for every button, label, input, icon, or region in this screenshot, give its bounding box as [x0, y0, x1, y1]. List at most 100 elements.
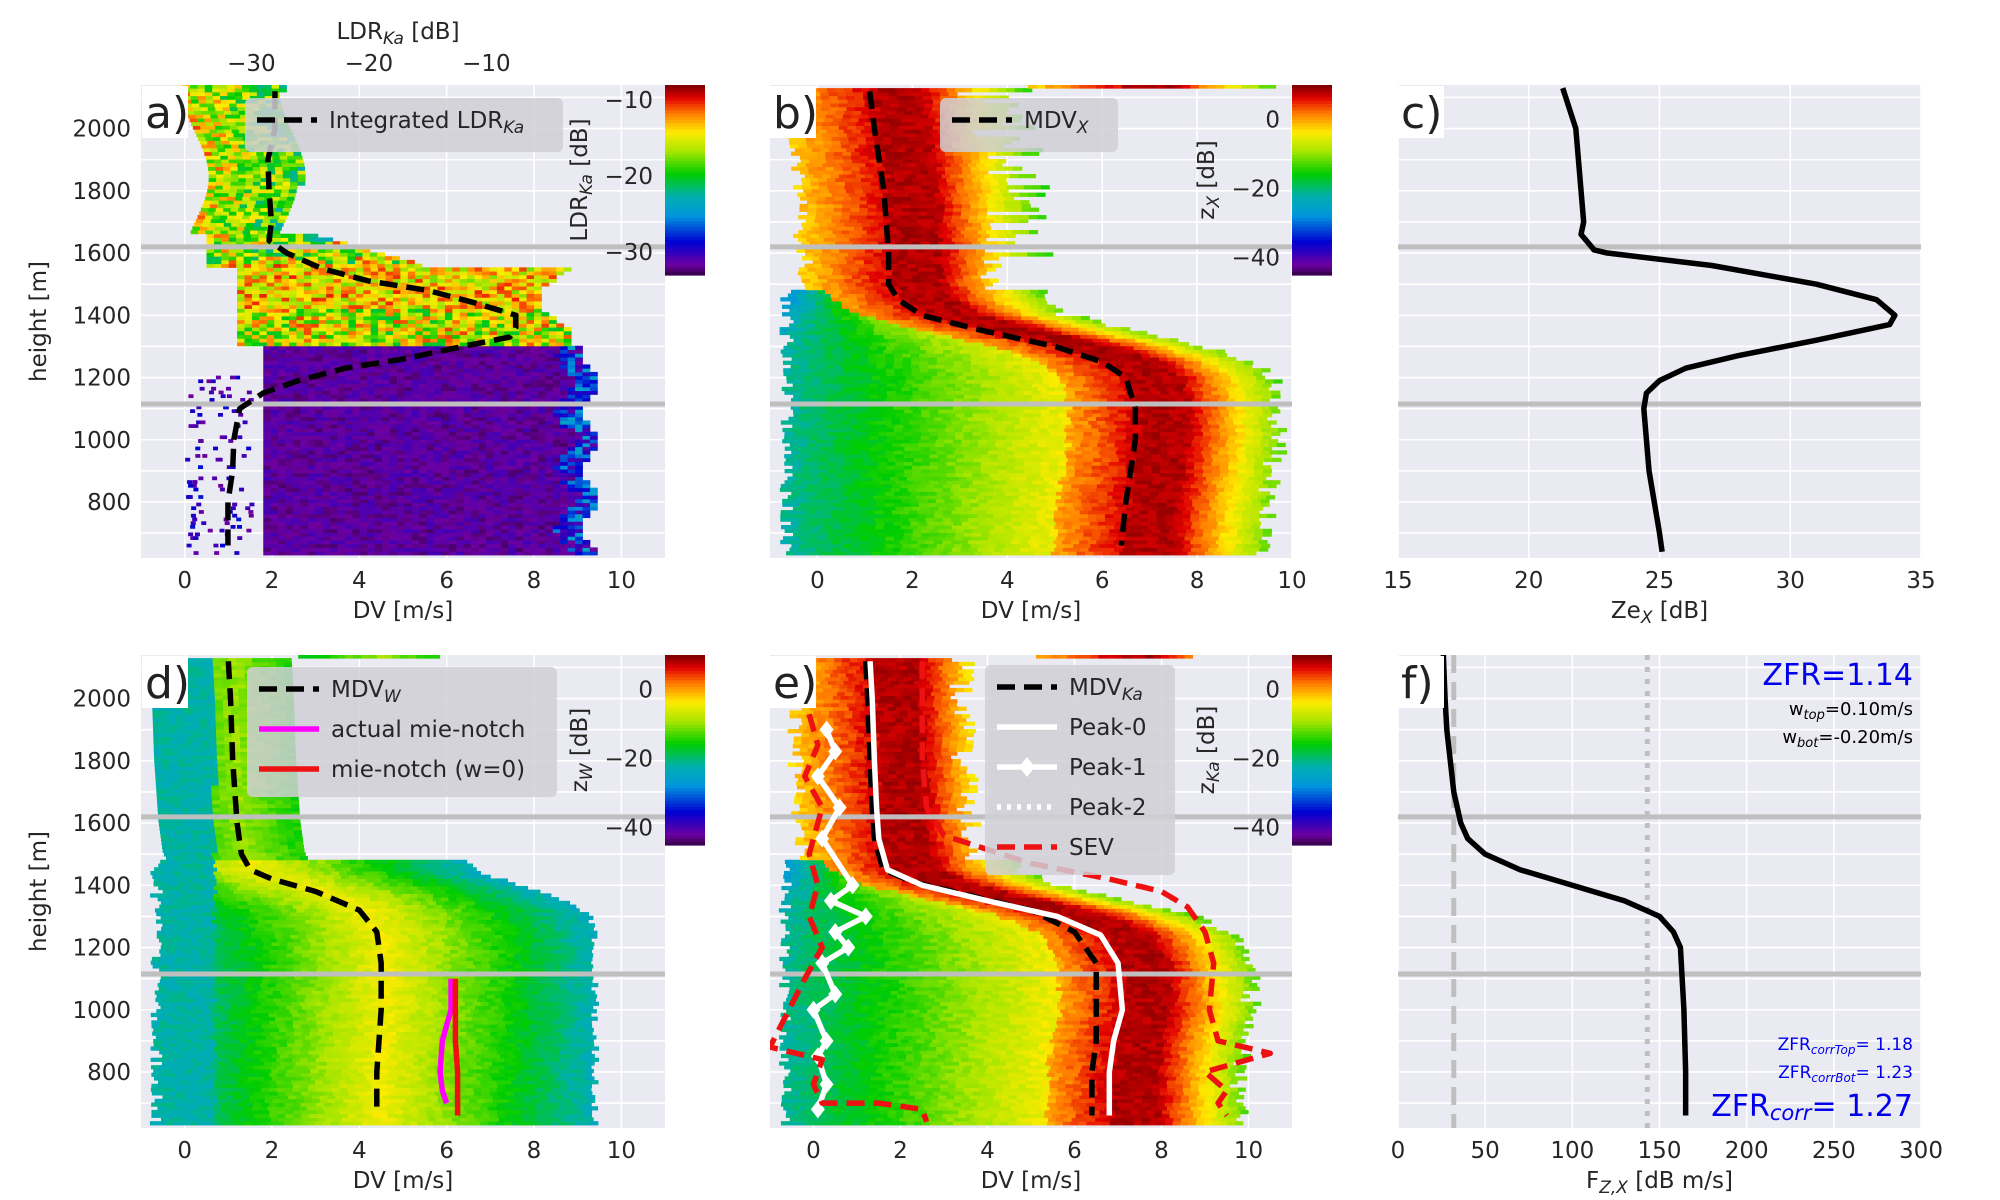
heat-cell: [806, 510, 816, 515]
heat-cell: [281, 319, 290, 324]
heat-cell: [213, 263, 222, 268]
heat-cell: [367, 345, 376, 351]
heat-cell: [419, 349, 428, 354]
heat-cell: [192, 125, 201, 130]
heat-cell: [504, 271, 513, 276]
heat-cell: [474, 308, 483, 313]
heat-cell: [482, 334, 490, 339]
heat-cell: [352, 379, 361, 384]
heat-cell: [303, 289, 312, 294]
heat-cell: [563, 327, 572, 332]
heat-cell: [1199, 510, 1209, 515]
heat-cell: [493, 480, 502, 485]
heat-cell: [1079, 513, 1089, 519]
heat-cell: [340, 312, 349, 317]
heat-cell: [526, 271, 535, 276]
heat-cell: [315, 431, 324, 436]
heat-cell: [530, 480, 539, 485]
heat-cell: [534, 312, 542, 317]
heat-cell: [285, 469, 294, 474]
heat-cell: [467, 338, 476, 343]
heat-cell: [281, 274, 290, 280]
heat-cell: [237, 319, 245, 324]
heat-cell: [217, 412, 223, 417]
panel-label-bg: [142, 86, 188, 138]
heat-cell: [478, 502, 487, 507]
heat-cell: [285, 483, 294, 489]
heat-cell: [508, 532, 517, 537]
heat-cell: [999, 551, 1009, 556]
heat-cell: [213, 99, 222, 104]
heat-cell: [552, 345, 561, 351]
heat-cell: [374, 394, 383, 399]
heat-cell: [552, 386, 561, 392]
heat-cell: [500, 435, 509, 440]
heat-cell: [300, 424, 309, 429]
heat-cell: [489, 297, 498, 302]
heat-cell: [459, 342, 468, 347]
heat-cell: [485, 375, 494, 380]
heat-cell: [500, 510, 509, 515]
heat-cell: [426, 386, 435, 392]
heat-cell: [310, 237, 319, 242]
heat-cell: [359, 521, 368, 526]
heat-cell: [374, 498, 383, 504]
heat-cell: [259, 319, 268, 324]
heat-cell: [307, 364, 316, 369]
heat-cell: [1259, 547, 1269, 552]
colorbar-segment: [665, 208, 705, 213]
heat-cell: [485, 495, 494, 500]
heat-cell: [204, 151, 213, 156]
heat-cell: [389, 487, 398, 492]
heat-cell: [886, 532, 896, 537]
heat-cell: [270, 386, 279, 392]
heat-cell: [382, 536, 390, 541]
heat-cell: [426, 375, 435, 380]
heat-cell: [537, 502, 546, 507]
heat-cell: [811, 551, 821, 556]
heat-cell: [192, 480, 198, 484]
heat-cell: [575, 551, 583, 556]
heat-cell: [315, 379, 324, 384]
heat-cell: [485, 345, 494, 351]
heat-cell: [352, 502, 361, 507]
heat-cell: [519, 342, 528, 347]
heat-cell: [206, 256, 215, 261]
heat-cell: [1227, 543, 1237, 548]
heat-cell: [344, 412, 353, 418]
heat-cell: [285, 364, 294, 369]
heat-cell: [523, 491, 531, 496]
heat-cell: [463, 551, 472, 556]
heat-cell: [330, 364, 338, 369]
heat-cell: [307, 405, 316, 410]
heat-cell: [326, 278, 335, 283]
heat-cell: [322, 454, 331, 459]
heat-cell: [1054, 510, 1064, 515]
heat-cell: [285, 517, 294, 522]
colorbar-tick-label: −10: [604, 88, 653, 114]
heat-cell: [452, 267, 461, 272]
heat-cell: [1243, 521, 1253, 526]
heat-cell: [1002, 517, 1012, 522]
heat-cell: [463, 360, 472, 365]
heat-cell: [857, 525, 867, 530]
series-a-0: [225, 91, 519, 546]
heat-cell: [228, 259, 237, 265]
y-tick-label: 2000: [72, 117, 131, 143]
heat-cell: [508, 547, 517, 552]
heat-cell: [359, 469, 368, 474]
heat-cell: [370, 300, 379, 306]
heat-cell: [545, 412, 554, 418]
heat-cell: [893, 521, 903, 526]
heat-cell: [333, 282, 342, 287]
heat-cell: [419, 368, 428, 373]
heat-cell: [426, 412, 435, 418]
heat-cell: [411, 487, 420, 492]
heat-cell: [810, 528, 820, 533]
heat-cell: [337, 353, 346, 358]
heat-cell: [374, 345, 383, 351]
heat-cell: [437, 338, 446, 343]
heat-cell: [552, 510, 561, 515]
heat-cell: [337, 450, 346, 455]
heat-cell: [192, 226, 201, 231]
